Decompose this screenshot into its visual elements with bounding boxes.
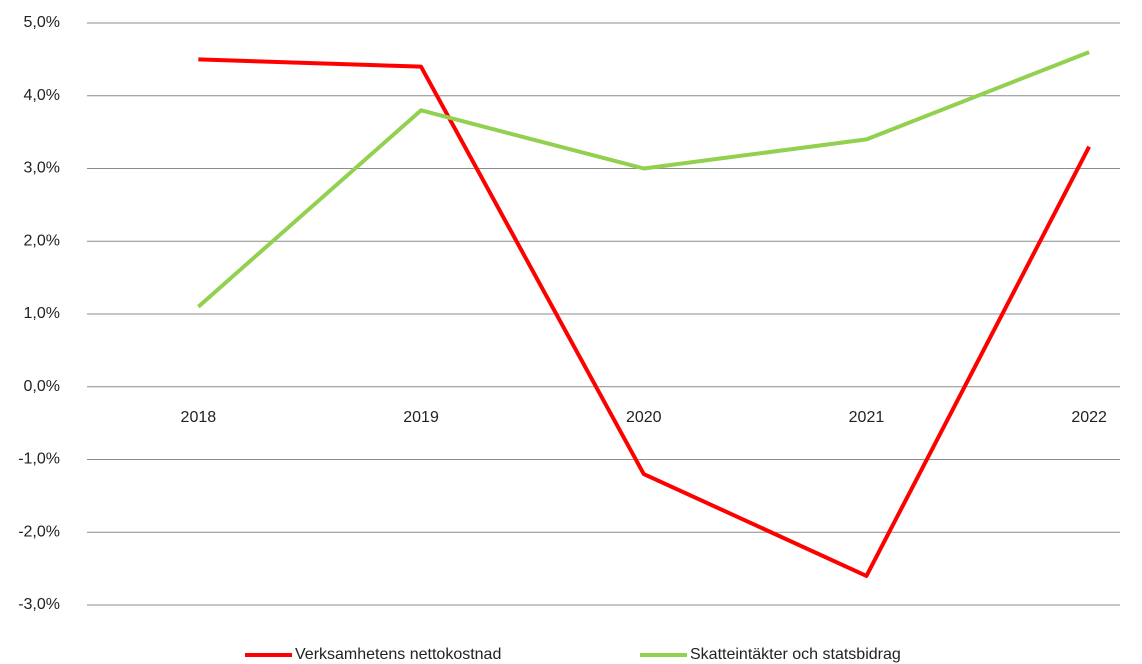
y-tick-label: 4,0% xyxy=(24,87,60,104)
legend-label: Verksamhetens nettokostnad xyxy=(295,646,501,663)
y-tick-label: -2,0% xyxy=(18,523,60,540)
x-tick-label: 2022 xyxy=(1071,409,1107,426)
y-tick-label: 5,0% xyxy=(24,14,60,31)
y-tick-label: -1,0% xyxy=(18,451,60,468)
x-tick-label: 2020 xyxy=(626,409,662,426)
x-tick-label: 2021 xyxy=(849,409,885,426)
y-tick-label: 2,0% xyxy=(24,232,60,249)
x-tick-label: 2018 xyxy=(181,409,217,426)
y-tick-label: -3,0% xyxy=(18,596,60,613)
legend-label: Skatteintäkter och statsbidrag xyxy=(690,646,901,663)
series-line xyxy=(198,57,1091,578)
series-line xyxy=(197,50,1090,309)
y-tick-label: 1,0% xyxy=(24,305,60,322)
y-tick-label: 3,0% xyxy=(24,160,60,177)
x-tick-label: 2019 xyxy=(403,409,439,426)
y-tick-label: 0,0% xyxy=(24,378,60,395)
